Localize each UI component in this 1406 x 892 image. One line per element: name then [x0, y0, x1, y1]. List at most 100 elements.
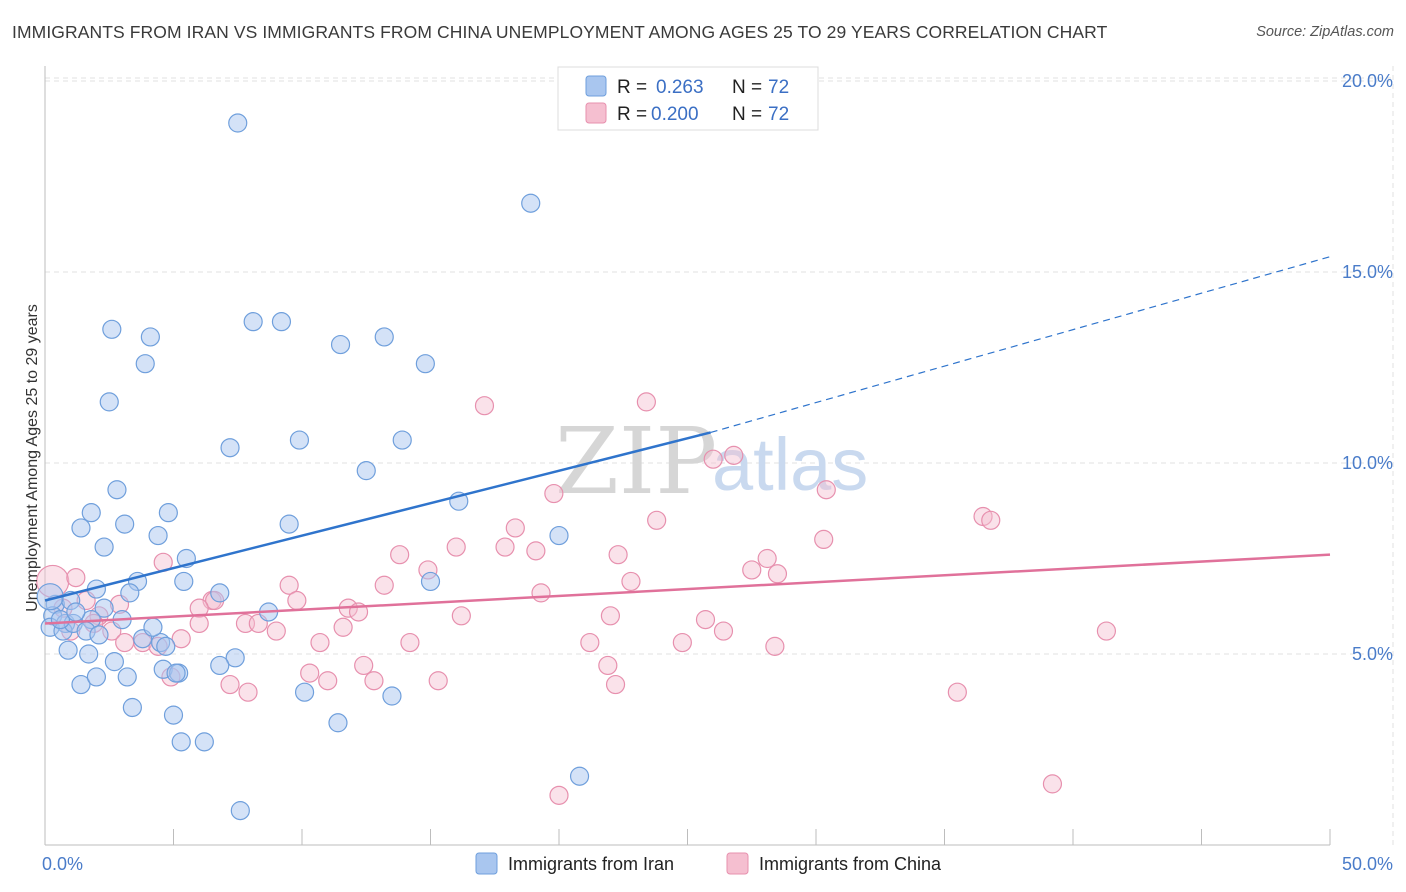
y-tick-labels: 5.0% 10.0% 15.0% 20.0% [1342, 71, 1393, 664]
data-point-iran [225, 648, 245, 668]
bottom-legend-swatch-china [726, 852, 749, 875]
data-point-china [171, 629, 191, 649]
data-point-iran [294, 682, 315, 702]
data-point-iran [163, 705, 184, 725]
data-point-china [526, 541, 546, 561]
data-point-iran [210, 583, 230, 603]
data-point-iran [228, 113, 248, 133]
bottom-legend-label-china: Immigrants from China [759, 854, 942, 874]
data-point-iran [156, 636, 176, 656]
data-point-iran [50, 610, 71, 630]
data-point-china [238, 682, 258, 702]
trend-line-iran [44, 431, 711, 602]
data-point-china [580, 632, 600, 653]
trend-line-china [44, 553, 1331, 625]
data-point-iran [115, 514, 135, 534]
data-point-iran [271, 312, 292, 332]
data-point-iran [94, 598, 114, 618]
data-point-iran [135, 354, 155, 374]
data-point-iran [374, 327, 394, 347]
x-tick-label: 50.0% [1342, 854, 1393, 874]
data-point-china [742, 560, 762, 580]
legend-swatch-china [585, 102, 607, 124]
data-point-china [600, 606, 621, 626]
data-point-iran [117, 667, 137, 687]
data-point-china [765, 636, 785, 656]
data-point-iran [99, 392, 119, 412]
data-point-china [757, 548, 777, 569]
data-point-iran [549, 525, 569, 546]
data-point-iran [230, 801, 250, 821]
data-point-iran [81, 503, 101, 523]
legend-n-label-china: N = [732, 104, 762, 125]
data-point-china [549, 785, 569, 805]
data-point-iran [58, 640, 78, 660]
data-point-iran [71, 674, 91, 695]
data-point-iran [392, 430, 412, 450]
data-point-iran [171, 732, 191, 752]
data-point-china [1096, 621, 1117, 641]
data-point-china [451, 606, 471, 626]
data-point-china [364, 671, 384, 691]
data-point-china [598, 655, 618, 676]
data-point-iran [382, 686, 402, 706]
data-point-china [287, 590, 307, 611]
y-axis-label: Unemployment Among Ages 25 to 29 years [24, 304, 41, 612]
data-point-china [947, 682, 967, 702]
data-point-china [428, 671, 448, 691]
legend-swatch-iran [585, 75, 607, 97]
data-point-china [446, 537, 466, 557]
data-point-china [495, 537, 515, 557]
data-point-iran [107, 480, 127, 500]
data-point-china [703, 449, 723, 469]
data-point-china [814, 529, 834, 550]
data-point-china [647, 510, 667, 530]
chart-title: IMMIGRANTS FROM IRAN VS IMMIGRANTS FROM … [12, 22, 1108, 42]
data-point-iran [243, 312, 263, 332]
data-point-china [1042, 774, 1063, 794]
data-point-china [66, 567, 86, 588]
y-tick-label: 5.0% [1352, 644, 1393, 664]
x-tick-labels: 0.0% 50.0% [42, 854, 1393, 874]
data-point-iran [86, 667, 107, 687]
data-point-iran [328, 713, 348, 733]
gridlines [45, 66, 1394, 845]
legend-n-label-iran: N = [732, 77, 762, 98]
legend-n-value-iran: 72 [768, 77, 789, 98]
data-point-china [279, 575, 299, 595]
y-tick-label: 15.0% [1342, 262, 1393, 282]
data-point-iran [415, 354, 435, 374]
data-point-iran [220, 438, 240, 458]
data-point-china [713, 621, 734, 641]
data-point-iran [94, 537, 114, 557]
x-tick-label: 0.0% [42, 854, 83, 874]
data-point-china [724, 445, 744, 465]
data-point-iran [330, 334, 351, 355]
data-point-china [115, 632, 135, 653]
data-point-china [189, 613, 209, 634]
y-tick-label: 10.0% [1342, 453, 1393, 473]
data-point-china [354, 655, 374, 676]
legend: R = 0.263 N = 72 R = 0.200 N = 72 [557, 66, 819, 131]
data-point-china [672, 632, 692, 653]
trend-line-iran-extension [710, 256, 1331, 434]
watermark: ZIP atlas [555, 408, 868, 515]
data-point-china [544, 483, 564, 504]
data-point-iran [102, 319, 122, 339]
data-point-iran [194, 732, 214, 752]
data-point-iran [569, 766, 590, 786]
data-point-china [189, 598, 209, 618]
data-point-iran [89, 625, 109, 645]
trend-lines [44, 256, 1331, 625]
legend-r-value-china: 0.200 [651, 104, 699, 125]
watermark-atlas: atlas [712, 423, 868, 506]
legend-r-label-china: R = [617, 104, 647, 125]
data-point-china [636, 392, 656, 412]
data-point-iran [420, 571, 441, 592]
data-point-iran [79, 644, 99, 664]
data-point-iran [122, 697, 142, 718]
data-point-china [333, 617, 353, 637]
series-iran-points [36, 113, 590, 821]
data-point-iran [210, 655, 230, 676]
data-point-china [767, 564, 788, 584]
